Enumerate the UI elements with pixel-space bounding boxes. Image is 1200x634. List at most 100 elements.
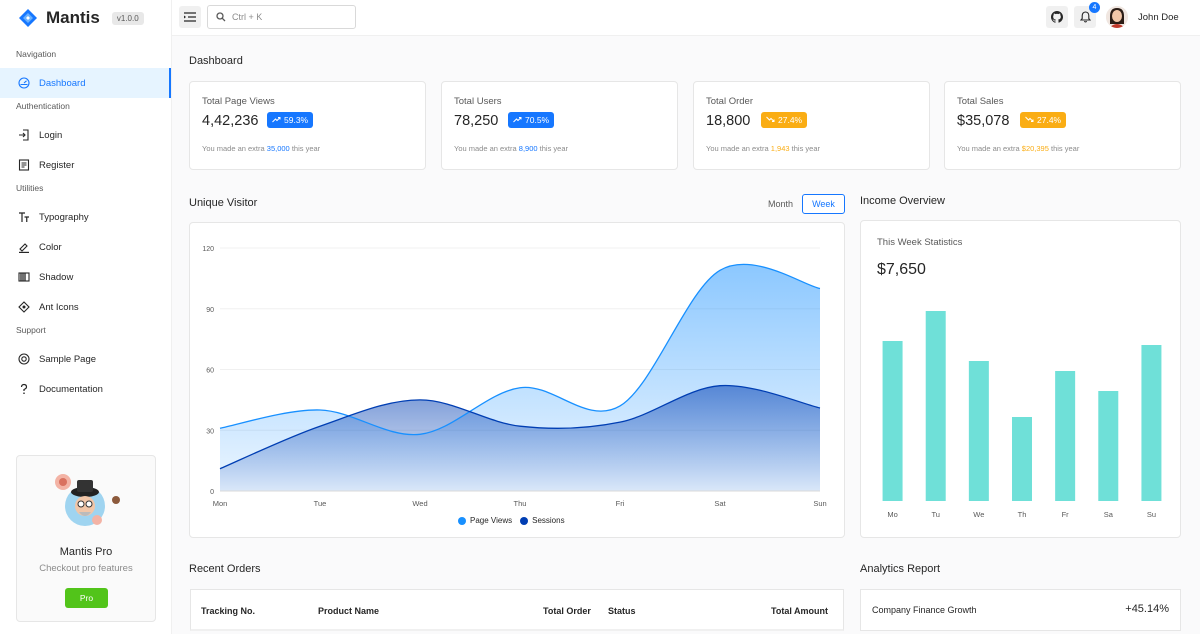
avatar[interactable] [1106,6,1128,28]
stat-label: Total Users [454,96,502,107]
column-total-amount[interactable]: Total Amount [771,606,828,616]
x-tick-label: Sun [813,499,826,508]
income-bar[interactable] [925,311,946,501]
stat-note: You made an extra 8,900 this year [454,144,568,153]
sidebar-item-dashboard[interactable]: Dashboard [0,68,171,98]
github-button[interactable] [1046,6,1068,28]
sidebar-item-label: Ant Icons [39,301,79,313]
income-bar[interactable] [1141,345,1162,501]
column-product-name[interactable]: Product Name [318,606,380,616]
search-box[interactable] [207,5,356,29]
income-bar[interactable] [1012,417,1032,501]
income-bar[interactable] [1055,371,1076,501]
stat-card: Total Order 18,800 27.4% You made an extra … [693,81,930,170]
sidebar-item-shadow[interactable]: Shadow [0,262,171,292]
app-version-badge: v1.0.0 [111,11,144,25]
stat-note-value: 8,900 [518,144,538,153]
stat-change-value: 59.3% [284,115,309,125]
column-total-order[interactable]: Total Order [543,606,591,616]
brand[interactable]: Mantis v1.0.0 [0,0,171,36]
stat-note: You made an extra $20,395 this year [957,144,1079,153]
page-title: Dashboard [189,55,243,67]
stat-value: $35,078 [957,113,1010,129]
month-toggle-button[interactable]: Month [768,199,794,209]
stat-change-value: 27.4% [1037,115,1062,125]
unique-visitor-chart: 0 30 60 90 120 Mon Tue Wed Thu Fri Sat Sun [202,246,826,508]
stat-card: Total Page Views 4,42,236 59.3% You made an… [189,81,426,170]
x-tick-label: Wed [412,499,427,508]
menu-fold-icon [184,12,196,22]
stat-label: Total Sales [957,96,1004,107]
stat-note-prefix: You made an extra [454,144,517,153]
legend-page-views-label[interactable]: Page Views [470,516,513,525]
x-tick-label: Thu [514,499,527,508]
search-input[interactable] [232,12,342,22]
github-icon [1051,11,1063,23]
pro-title: Mantis Pro [59,546,113,558]
legend-sessions-dot [520,516,529,525]
sidebar-item-register[interactable]: Register [0,150,171,180]
pro-subtitle: Checkout pro features [39,563,133,574]
sidebar-item-typography[interactable]: Typography [0,202,171,232]
nav-group-title: Navigation [16,49,57,59]
sidebar-item-label: Documentation [39,383,103,395]
column-status[interactable]: Status [608,606,636,616]
trend-up-icon [272,115,281,125]
income-bar[interactable] [1098,391,1119,501]
column-tracking-no[interactable]: Tracking No. [201,606,256,616]
trend-down-icon [1025,115,1034,125]
stat-card: Total Users 78,250 70.5% You made an extra … [441,81,678,170]
y-tick-label: 90 [206,307,214,314]
sidebar-item-color[interactable]: Color [0,232,171,262]
analytics-row-value: +45.14% [1125,603,1169,615]
stat-note-prefix: You made an extra [706,144,769,153]
income-bar-chart: Mo Tu We Th Fr Sa Su [882,311,1162,519]
pro-illustration-icon [55,474,120,526]
stat-change-value: 27.4% [778,115,803,125]
sidebar-item-ant-icons[interactable]: Ant Icons [0,292,171,322]
orders-table-header: Tracking No. Product Name Total Order St… [190,589,844,631]
y-tick-label: 120 [202,246,214,253]
login-icon [18,129,30,141]
sidebar-item-label: Typography [39,211,89,223]
stat-value: 4,42,236 [202,113,259,129]
analytics-row[interactable]: Company Finance Growth +45.14% [860,589,1181,631]
dashboard-icon [18,77,30,89]
legend-sessions-label[interactable]: Sessions [532,516,565,525]
x-tick-label: Fr [1062,510,1070,519]
income-bar[interactable] [968,361,989,501]
analytics-report-title: Analytics Report [860,563,941,575]
sidebar-item-login[interactable]: Login [0,120,171,150]
documentation-icon [18,383,30,395]
income-bar[interactable] [882,341,903,501]
sidebar: Mantis v1.0.0 Navigation Dashboard Authent… [0,0,172,634]
bell-icon [1079,11,1091,23]
color-icon [18,241,30,253]
x-tick-label: Su [1147,510,1156,519]
x-tick-label: Th [1018,510,1027,519]
trend-up-icon [513,115,522,125]
series-line-sessions [219,384,821,470]
sidebar-item-label: Sample Page [39,353,97,365]
x-tick-label: Mon [213,499,228,508]
sidebar-item-documentation[interactable]: Documentation [0,374,171,404]
user-name[interactable]: John Doe [1138,12,1179,23]
stat-note-value: 35,000 [266,144,290,153]
pro-button[interactable]: Pro [65,588,108,608]
stat-note-prefix: You made an extra [202,144,265,153]
stat-change-badge: 27.4% [761,112,808,128]
series-area-sessions [220,385,820,491]
x-tick-label: We [973,510,984,519]
week-toggle-button[interactable]: Week [802,194,845,214]
menu-toggle-button[interactable] [179,6,201,28]
stat-note-value: $20,395 [1021,144,1049,153]
sidebar-item-sample-page[interactable]: Sample Page [0,344,171,374]
nav-group-title: Authentication [16,101,70,111]
stat-value: 18,800 [706,113,751,129]
y-tick-label: 60 [206,368,214,375]
stat-note: You made an extra 1,943 this year [706,144,820,153]
series-line-page-views [219,263,821,436]
stat-change-badge: 70.5% [508,112,555,128]
top-header: 4 John Doe [172,0,1200,36]
notifications-button[interactable]: 4 [1074,2,1100,28]
